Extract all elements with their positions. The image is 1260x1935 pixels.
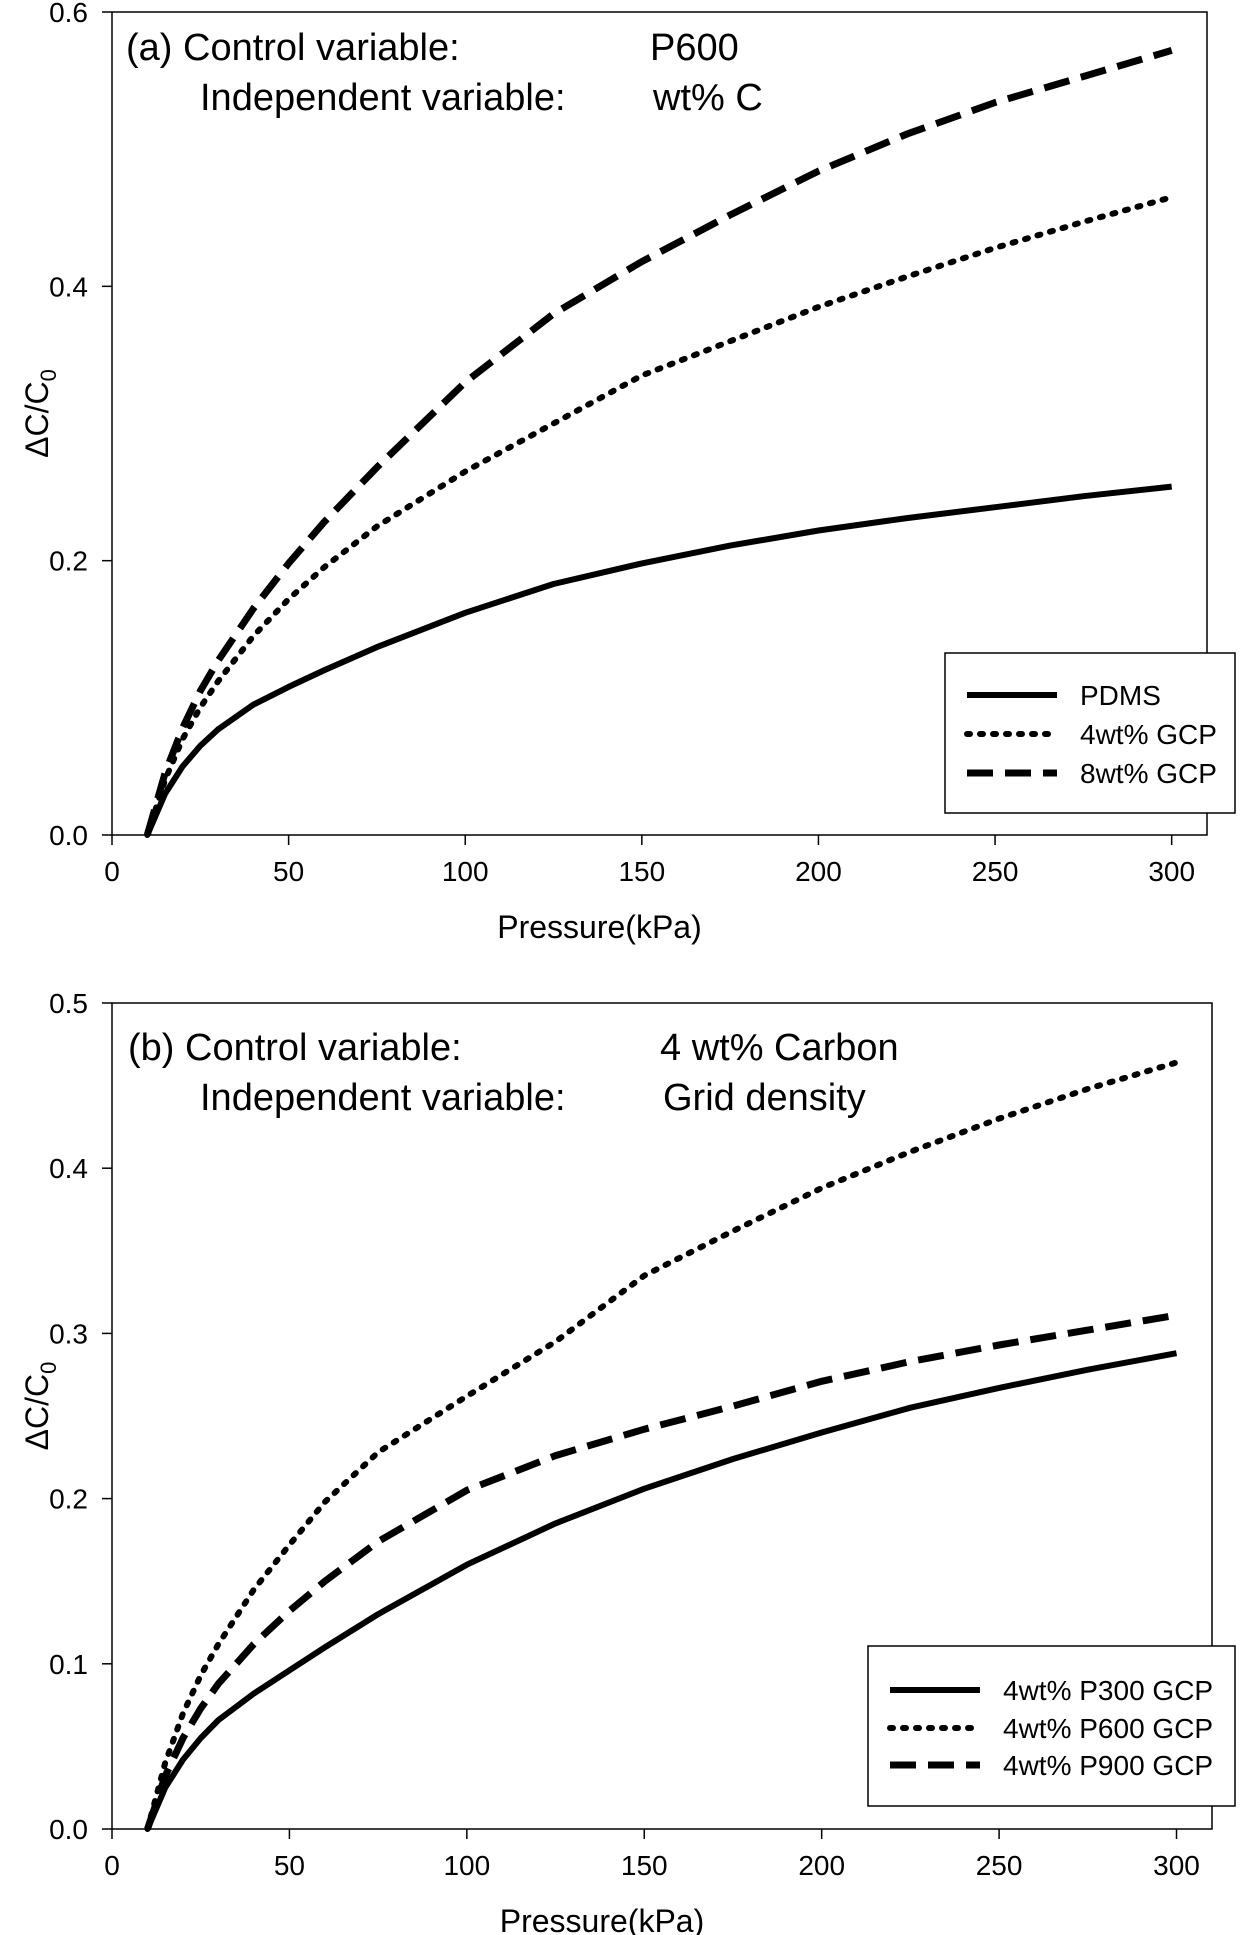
legend-label-2: 4wt% GCP: [1080, 719, 1217, 750]
annotation-control-label: (b) Control variable:: [128, 1027, 462, 1069]
legend: 4wt% P300 GCP 4wt% P600 GCP 4wt% P900 GCP: [867, 1645, 1236, 1807]
y-tick-label: 0.2: [49, 546, 88, 577]
x-tick-label: 300: [1153, 1850, 1200, 1881]
annotation-control-value: P600: [650, 27, 739, 69]
y-tick-label: 0.3: [49, 1318, 88, 1349]
x-tick-label: 150: [621, 1850, 668, 1881]
y-tick-label: 0.2: [49, 1484, 88, 1515]
y-tick-label: 0.4: [49, 271, 88, 302]
x-tick-label: 0: [104, 1850, 120, 1881]
y-tick-label: 0.0: [49, 1814, 88, 1845]
plot-frame: [111, 11, 1208, 836]
series-line-1: [144, 1350, 1178, 1831]
y-tick-label: 0.5: [49, 988, 88, 1019]
x-axis-label: Pressure(kPa): [500, 1903, 705, 1935]
x-tick-label: 300: [1148, 856, 1195, 887]
legend-label-2: 4wt% P600 GCP: [1003, 1713, 1213, 1744]
x-tick-label: 50: [273, 856, 304, 887]
x-tick-label: 200: [795, 856, 842, 887]
annotation-independent-value: Grid density: [663, 1077, 866, 1119]
legend-label-3: 8wt% GCP: [1080, 758, 1217, 789]
legend: PDMS 4wt% GCP 8wt% GCP: [944, 652, 1236, 814]
y-axis-label-main: ΔC/C: [19, 381, 55, 457]
y-tick-label: 0.4: [49, 1153, 88, 1184]
x-tick-label: 200: [798, 1850, 845, 1881]
annotation-independent-value: wt% C: [652, 77, 763, 119]
series-line-2: [144, 1059, 1180, 1832]
plot-frame: [111, 1002, 1213, 1830]
chart-panel-a: 0 50 100 150 200 250 300 0.0 0.2 0.4 0.6 Pressure(k…: [19, 0, 1236, 945]
legend-label-3: 4wt% P900 GCP: [1003, 1750, 1213, 1781]
series-line-2: [144, 194, 1175, 838]
x-tick-label: 100: [442, 856, 489, 887]
x-tick-label: 150: [618, 856, 665, 887]
y-tick-label: 0.6: [49, 0, 88, 28]
y-tick-label: 0.0: [49, 820, 88, 851]
series-line-3: [143, 47, 1173, 836]
y-axis-label: ΔC/C0: [19, 1362, 61, 1451]
annotation-control-label: (a) Control variable:: [126, 27, 460, 69]
legend-label-1: 4wt% P300 GCP: [1003, 1675, 1213, 1706]
legend-label-1: PDMS: [1080, 680, 1161, 711]
x-tick-label: 250: [972, 856, 1019, 887]
annotation-control-value: 4 wt% Carbon: [660, 1027, 899, 1069]
y-tick-label: 0.1: [49, 1649, 88, 1680]
y-axis-label: ΔC/C0: [19, 369, 61, 458]
y-axis-label-subscript: 0: [36, 369, 61, 381]
chart-panel-b: 0 50 100 150 200 250 300 0.0 0.1 0.2 0.3 0.4 0.5 Pres…: [19, 988, 1236, 1935]
x-tick-label: 250: [976, 1850, 1023, 1881]
x-tick-label: 100: [443, 1850, 490, 1881]
y-axis-label-main: ΔC/C: [19, 1374, 55, 1450]
annotation-independent-label: Independent variable:: [200, 77, 566, 119]
series-line-1: [144, 483, 1173, 837]
x-tick-label: 50: [274, 1850, 305, 1881]
y-axis-label-subscript: 0: [36, 1362, 61, 1374]
series-line-3: [144, 1311, 1178, 1831]
x-axis-label: Pressure(kPa): [497, 909, 702, 945]
x-tick-label: 0: [104, 856, 120, 887]
annotation-independent-label: Independent variable:: [200, 1077, 566, 1119]
